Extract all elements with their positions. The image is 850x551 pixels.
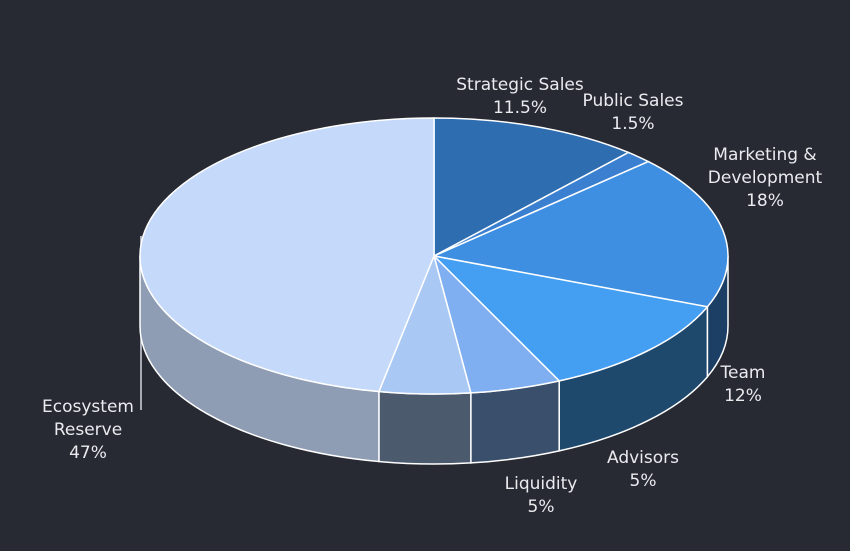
category-label: Ecosystem Reserve — [42, 397, 134, 440]
category-label: Team — [720, 363, 766, 383]
value-label: 5% — [630, 471, 657, 491]
value-label: 11.5% — [493, 98, 547, 118]
value-label: 1.5% — [611, 114, 654, 134]
category-label: Advisors — [607, 448, 679, 468]
value-label: 5% — [528, 497, 555, 517]
value-label: 47% — [69, 443, 107, 463]
category-label: Strategic Sales — [456, 75, 584, 95]
slice-side — [470, 379, 560, 464]
slice — [433, 117, 631, 258]
category-label: Liquidity — [505, 474, 578, 494]
value-label: 18% — [746, 191, 784, 211]
slice — [139, 117, 435, 393]
value-label: 12% — [724, 386, 762, 406]
slice-side — [378, 390, 472, 465]
slice — [431, 254, 709, 382]
category-label: Public Sales — [583, 91, 684, 111]
slice — [431, 160, 729, 308]
category-label: Marketing & Development — [708, 145, 823, 188]
